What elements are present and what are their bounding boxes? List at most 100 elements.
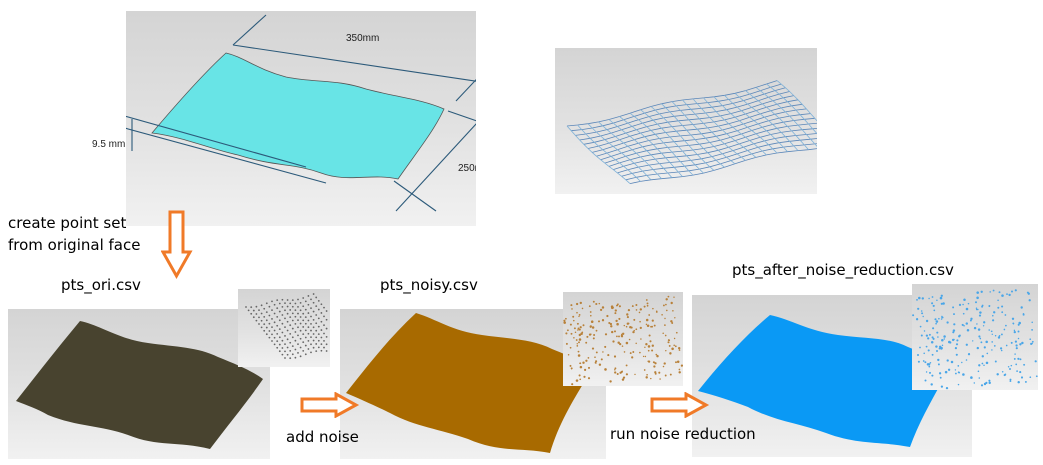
point	[589, 325, 592, 328]
point	[970, 376, 973, 379]
point	[669, 352, 672, 355]
point	[1026, 291, 1029, 294]
point	[675, 361, 677, 364]
point	[981, 305, 984, 308]
point	[618, 335, 620, 338]
point	[1010, 341, 1013, 344]
point	[315, 343, 318, 345]
point	[263, 323, 266, 326]
point	[989, 291, 991, 293]
point	[1016, 370, 1018, 372]
point	[931, 296, 934, 298]
point	[978, 314, 982, 317]
point	[648, 334, 651, 337]
point	[323, 346, 325, 349]
point	[289, 349, 292, 352]
point	[670, 301, 673, 305]
point	[278, 302, 281, 305]
mesh-line	[661, 103, 725, 168]
point	[587, 357, 590, 359]
point	[252, 316, 255, 319]
point	[645, 343, 648, 346]
point	[661, 314, 663, 316]
point	[284, 326, 286, 329]
point	[612, 340, 615, 343]
point	[678, 349, 681, 351]
point	[312, 346, 315, 349]
point	[921, 297, 925, 300]
point	[291, 345, 294, 348]
point	[565, 332, 568, 335]
point	[570, 332, 573, 335]
right-arrow-noise-reduction	[650, 392, 710, 418]
point	[965, 307, 969, 311]
point	[576, 345, 579, 347]
point	[304, 322, 307, 325]
mesh-line	[682, 99, 746, 161]
point	[317, 299, 320, 302]
point	[668, 339, 671, 342]
mesh-line	[745, 90, 809, 150]
point	[625, 364, 628, 367]
point	[584, 368, 587, 371]
point	[307, 332, 310, 335]
mesh-line	[571, 83, 782, 132]
point	[247, 309, 250, 312]
point	[613, 355, 617, 358]
point	[939, 296, 943, 300]
point	[563, 321, 566, 324]
mesh-line	[640, 109, 704, 174]
mesh-line	[755, 87, 817, 147]
point	[990, 330, 993, 333]
point	[1035, 375, 1038, 378]
point	[271, 300, 273, 303]
point	[286, 346, 289, 349]
point	[663, 362, 666, 365]
point	[297, 343, 299, 346]
point	[983, 346, 986, 349]
point	[652, 361, 655, 364]
point	[925, 319, 929, 323]
point	[315, 296, 318, 299]
point	[935, 345, 938, 348]
point	[925, 371, 928, 373]
point	[651, 349, 654, 352]
point	[255, 305, 258, 308]
point	[936, 350, 938, 352]
point	[604, 368, 607, 371]
point	[954, 372, 957, 375]
point	[268, 314, 271, 317]
point	[573, 337, 575, 339]
point	[1003, 328, 1006, 331]
point	[312, 326, 315, 329]
point	[286, 312, 289, 315]
point	[320, 329, 323, 331]
point	[653, 365, 656, 368]
point	[1014, 353, 1016, 355]
point	[967, 353, 971, 356]
point	[653, 324, 656, 327]
point	[680, 364, 683, 367]
point	[976, 291, 979, 294]
point	[294, 309, 297, 312]
point	[638, 311, 641, 314]
point	[988, 305, 991, 308]
point	[941, 316, 944, 319]
point	[678, 371, 681, 374]
point	[312, 318, 315, 321]
point	[325, 310, 328, 312]
point	[585, 341, 588, 344]
point	[957, 365, 960, 367]
point	[265, 326, 268, 329]
point	[578, 341, 580, 344]
point	[662, 304, 665, 307]
point	[315, 336, 318, 339]
point	[286, 353, 289, 356]
point	[929, 361, 932, 364]
point	[260, 304, 263, 307]
point	[939, 376, 942, 379]
point	[651, 319, 654, 322]
point	[281, 339, 284, 342]
point	[578, 314, 581, 316]
point	[938, 317, 940, 320]
